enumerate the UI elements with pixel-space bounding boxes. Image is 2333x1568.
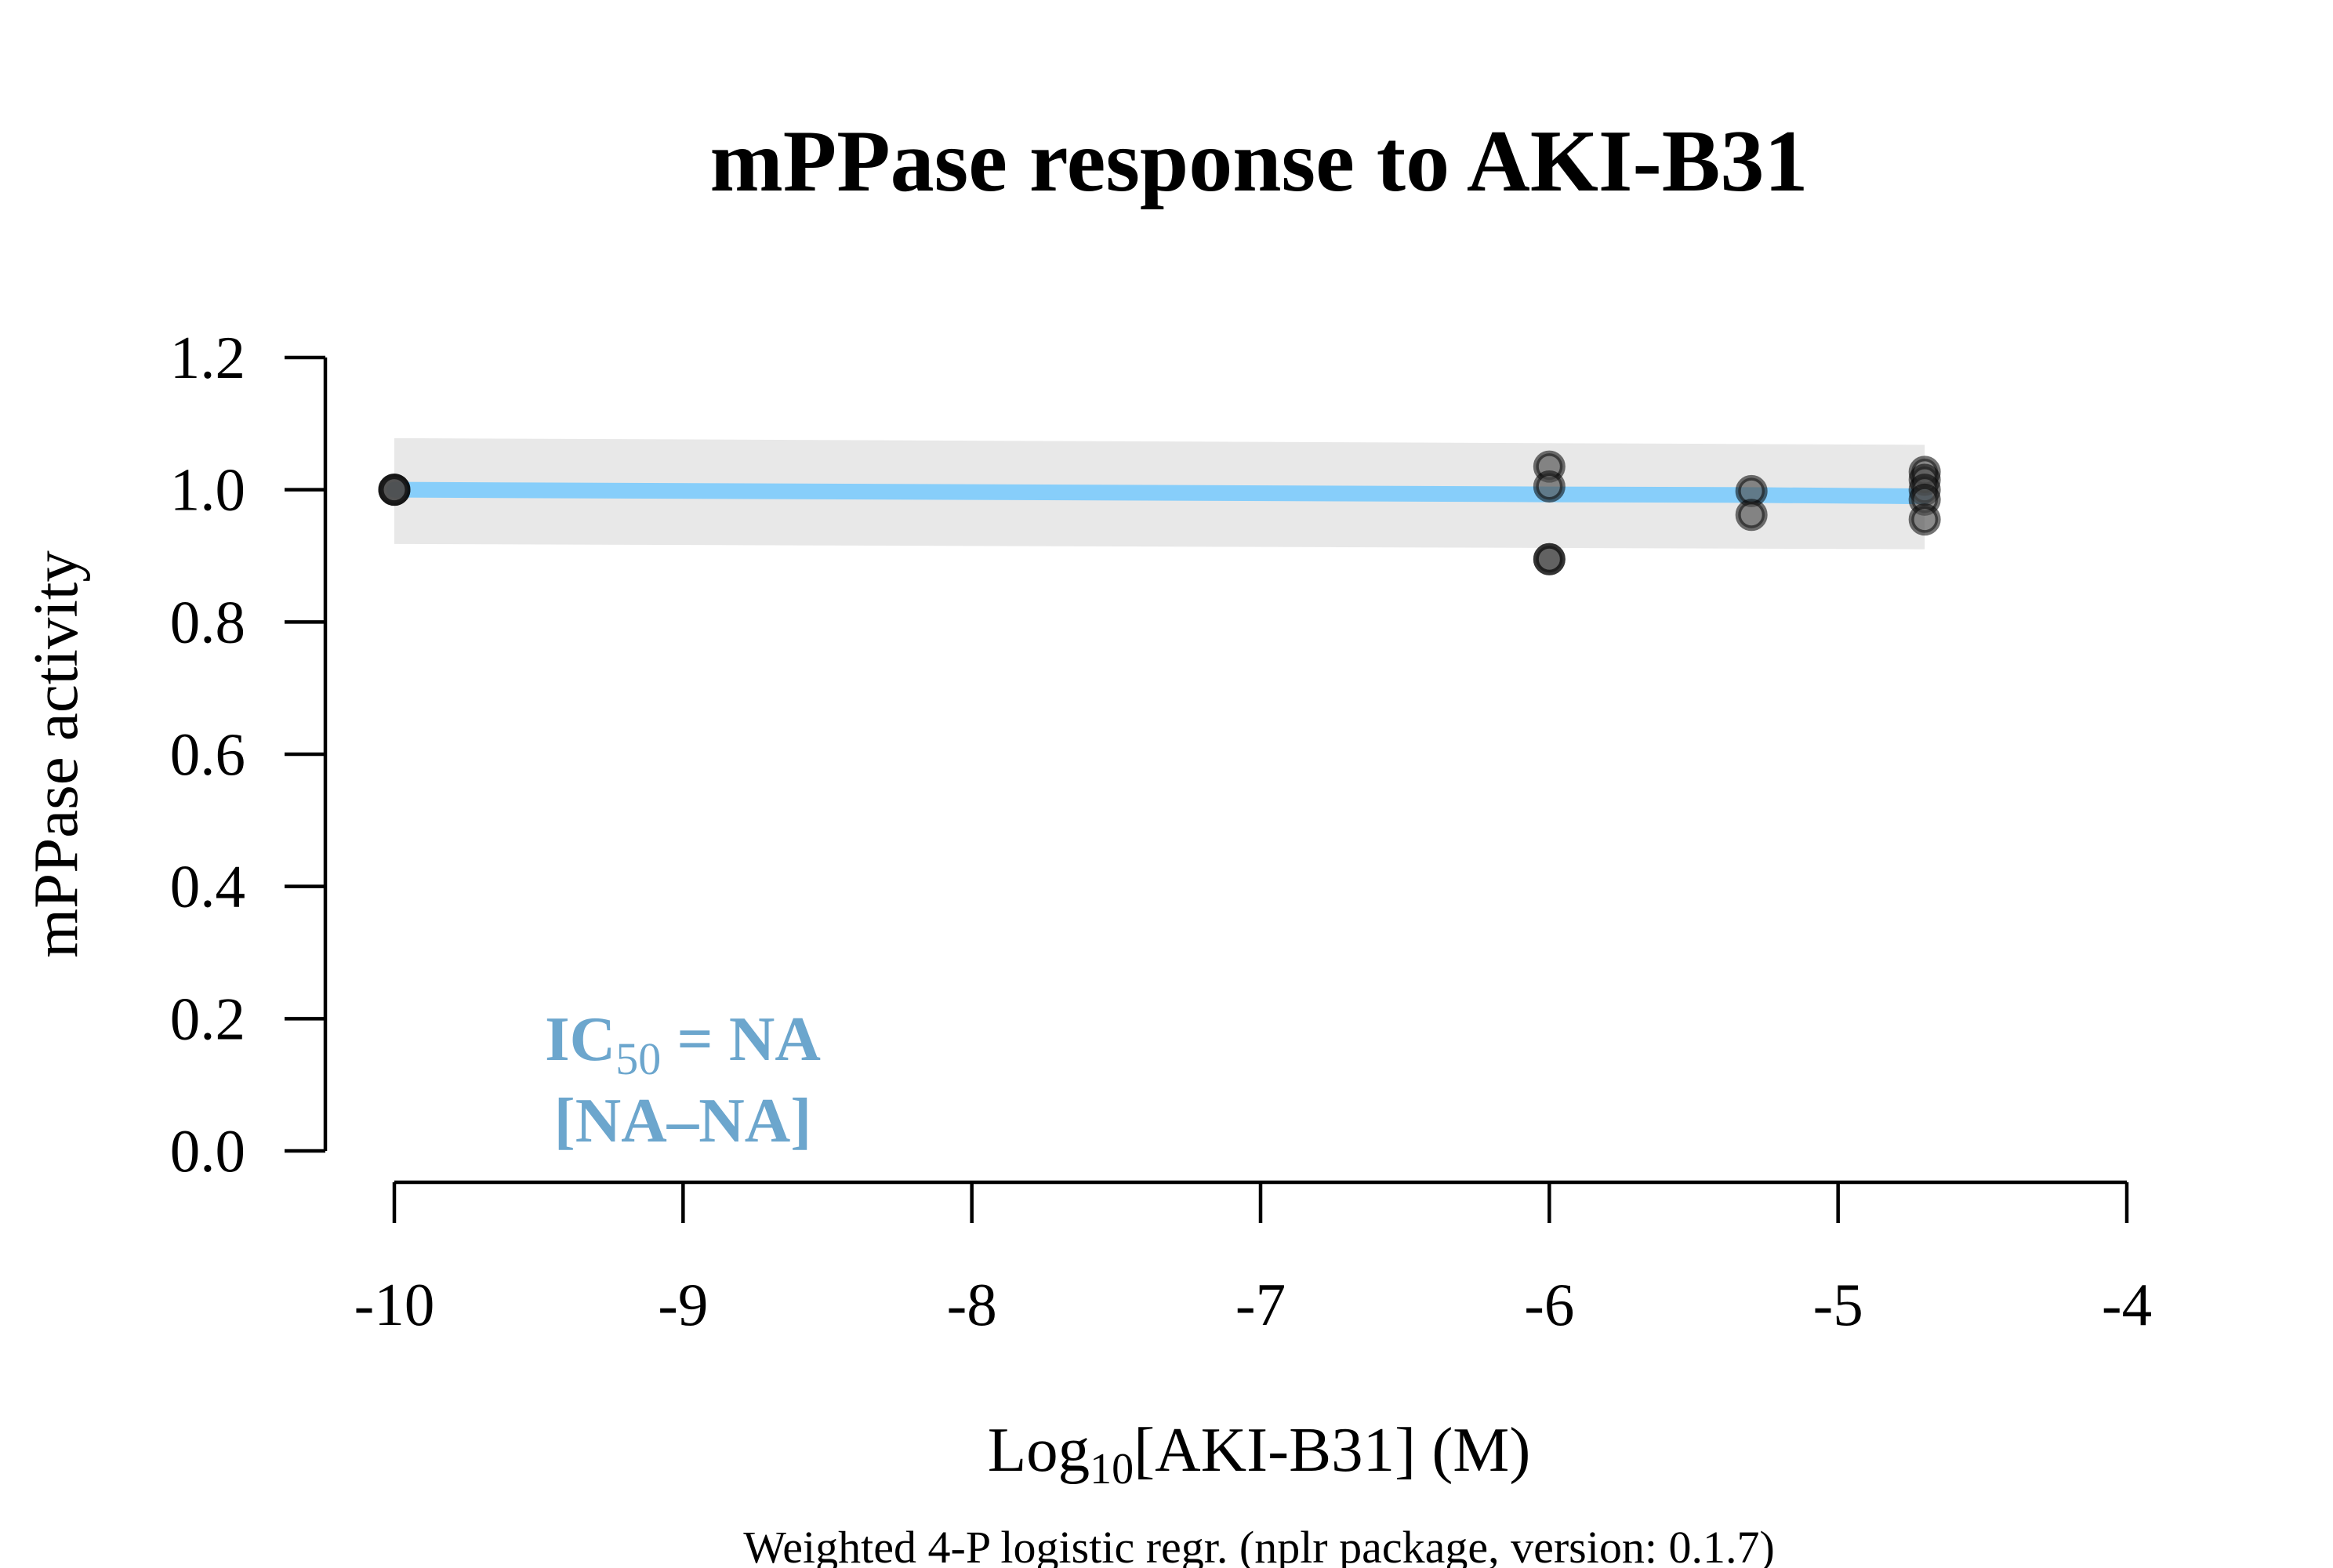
x-axis-title-main: Log bbox=[988, 1414, 1090, 1485]
y-tick-label: 0.0 bbox=[170, 1117, 245, 1185]
y-tick-label: 0.2 bbox=[170, 985, 245, 1052]
x-tick-label: -4 bbox=[2102, 1271, 2152, 1338]
data-point bbox=[1533, 543, 1566, 575]
x-tick-label: -8 bbox=[947, 1271, 997, 1338]
x-axis-title-subscript: 10 bbox=[1090, 1445, 1134, 1494]
ic50-value: = NA bbox=[661, 1004, 821, 1074]
x-axis: -10 -9 -8 -7 -6 -5 -4 bbox=[354, 1180, 2152, 1338]
x-tick-label: -7 bbox=[1235, 1271, 1286, 1338]
data-point bbox=[378, 474, 411, 506]
y-axis-title: mPPase activity bbox=[20, 550, 91, 958]
fit-curve bbox=[386, 481, 1933, 505]
footnote: Weighted 4-P logistic regr. (nplr packag… bbox=[743, 1522, 1775, 1568]
ic50-label: IC bbox=[545, 1004, 615, 1074]
data-points-layer bbox=[378, 450, 1941, 575]
x-tick-label: -6 bbox=[1524, 1271, 1574, 1338]
fit-curve-layer bbox=[386, 481, 1933, 505]
chart-title: mPPase response to AKI-B31 bbox=[710, 113, 1809, 210]
y-tick-label: 1.2 bbox=[170, 324, 245, 391]
ic50-annotation: IC50 = NA bbox=[545, 1004, 821, 1084]
x-tick-label: -9 bbox=[658, 1271, 708, 1338]
x-axis-title: Log10[AKI-B31] (M) bbox=[988, 1414, 1531, 1494]
x-tick-label: -10 bbox=[354, 1271, 435, 1338]
y-tick-label: 0.8 bbox=[170, 588, 245, 655]
ic50-subscript: 50 bbox=[615, 1033, 661, 1084]
data-point bbox=[1908, 503, 1941, 536]
ic50-interval: [NA–NA] bbox=[554, 1085, 811, 1156]
x-tick-label: -5 bbox=[1813, 1271, 1863, 1338]
x-axis-title-rest: [AKI-B31] (M) bbox=[1134, 1414, 1530, 1485]
y-axis: 0.0 0.2 0.4 0.6 0.8 1.0 1.2 bbox=[170, 324, 328, 1185]
y-tick-label: 0.4 bbox=[170, 853, 245, 920]
data-point bbox=[1533, 470, 1566, 503]
data-point bbox=[1735, 499, 1768, 532]
y-tick-label: 1.0 bbox=[170, 456, 245, 524]
y-tick-label: 0.6 bbox=[170, 720, 245, 788]
